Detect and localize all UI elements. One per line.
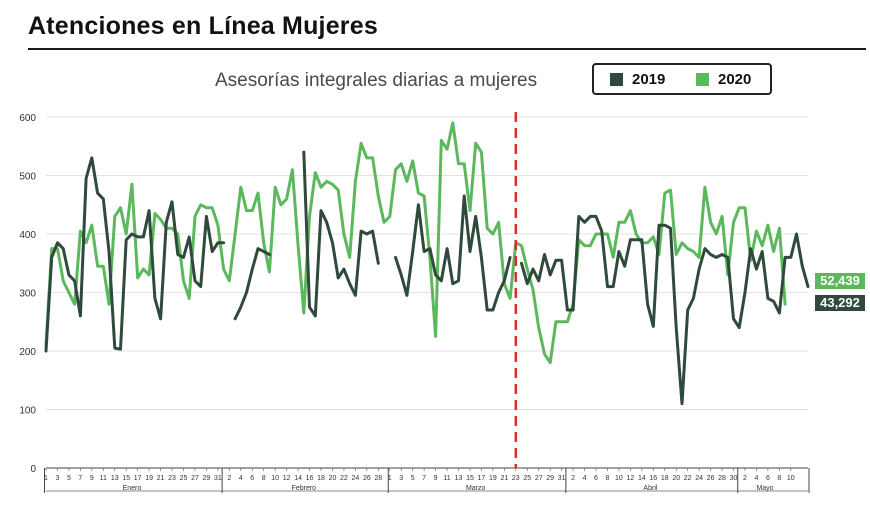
x-tick-label: 31	[558, 475, 566, 482]
x-tick-label: 10	[271, 475, 279, 482]
x-tick-label: 11	[100, 475, 107, 482]
legend-label-2019: 2019	[632, 71, 666, 88]
x-tick-label: 24	[351, 475, 359, 482]
x-tick-label: 22	[340, 475, 348, 482]
x-tick-label: 31	[214, 475, 222, 482]
x-tick-label: 15	[122, 475, 130, 482]
x-tick-label: 8	[777, 475, 781, 482]
x-tick-label: 17	[478, 475, 486, 482]
x-tick-label: 28	[374, 475, 382, 482]
x-tick-label: 6	[594, 475, 598, 482]
x-tick-label: 28	[718, 475, 726, 482]
x-tick-label: 3	[56, 475, 60, 482]
x-tick-label: 23	[512, 475, 520, 482]
x-tick-label: 19	[489, 475, 497, 482]
end-value-badge-2020: 52,439	[815, 273, 865, 289]
x-tick-label: 27	[535, 475, 543, 482]
x-tick-label: 18	[317, 475, 325, 482]
legend-swatch-2020	[696, 73, 709, 86]
x-tick-label: 7	[422, 475, 426, 482]
x-tick-label: 22	[684, 475, 692, 482]
y-tick-label: 200	[19, 347, 36, 358]
x-tick-label: 5	[67, 475, 71, 482]
x-tick-label: 4	[239, 475, 243, 482]
x-tick-label: 26	[363, 475, 371, 482]
y-tick-label: 400	[19, 230, 36, 241]
y-tick-label: 600	[19, 113, 36, 124]
end-value-badge-2019: 43,292	[815, 295, 865, 311]
x-tick-label: 14	[294, 475, 302, 482]
x-tick-label: 20	[329, 475, 337, 482]
x-tick-label: 6	[766, 475, 770, 482]
x-tick-label: 2	[571, 475, 575, 482]
month-label: Abril	[643, 485, 657, 492]
x-tick-label: 12	[626, 475, 634, 482]
x-tick-label: 4	[754, 475, 758, 482]
x-tick-label: 10	[787, 475, 795, 482]
x-tick-label: 15	[466, 475, 474, 482]
x-tick-label: 27	[191, 475, 199, 482]
y-tick-label: 300	[19, 289, 36, 300]
y-tick-label: 500	[19, 172, 36, 183]
legend-label-2020: 2020	[718, 71, 752, 88]
x-tick-label: 20	[672, 475, 680, 482]
x-tick-label: 2	[227, 475, 231, 482]
x-tick-label: 9	[90, 475, 94, 482]
x-tick-label: 3	[399, 475, 403, 482]
title-divider	[28, 48, 866, 50]
x-tick-label: 24	[695, 475, 703, 482]
x-tick-label: 13	[455, 475, 463, 482]
x-tick-label: 29	[546, 475, 554, 482]
x-tick-label: 1	[388, 475, 392, 482]
x-tick-label: 8	[606, 475, 610, 482]
month-label: Febrero	[292, 485, 317, 492]
y-tick-label: 0	[30, 464, 36, 475]
y-tick-label: 100	[19, 406, 36, 417]
x-tick-label: 16	[306, 475, 314, 482]
x-tick-label: 29	[203, 475, 211, 482]
x-tick-label: 11	[443, 475, 450, 482]
month-label: Marzo	[466, 485, 486, 492]
month-label: Mayo	[756, 485, 773, 492]
x-tick-label: 21	[157, 475, 165, 482]
x-tick-label: 25	[523, 475, 531, 482]
series-line-2020	[44, 121, 787, 365]
x-tick-label: 25	[180, 475, 188, 482]
series-line-2019	[44, 150, 810, 406]
x-tick-label: 18	[661, 475, 669, 482]
x-tick-label: 2	[743, 475, 747, 482]
x-tick-label: 19	[145, 475, 153, 482]
x-tick-label: 9	[434, 475, 438, 482]
x-tick-label: 12	[283, 475, 291, 482]
chart-legend: 2019 2020	[592, 63, 772, 95]
chart-title: Asesorías integrales diarias a mujeres	[215, 70, 538, 91]
x-tick-label: 10	[615, 475, 623, 482]
x-tick-label: 1	[44, 475, 48, 482]
x-tick-label: 23	[168, 475, 176, 482]
x-tick-label: 26	[707, 475, 715, 482]
legend-swatch-2019	[610, 73, 623, 86]
x-tick-label: 7	[78, 475, 82, 482]
x-tick-label: 17	[134, 475, 142, 482]
x-tick-label: 5	[411, 475, 415, 482]
month-label: Enero	[123, 485, 142, 492]
x-tick-label: 14	[638, 475, 646, 482]
x-tick-label: 8	[262, 475, 266, 482]
x-tick-label: 21	[500, 475, 508, 482]
x-tick-label: 16	[649, 475, 657, 482]
x-tick-label: 6	[250, 475, 254, 482]
x-tick-label: 30	[730, 475, 738, 482]
x-tick-label: 4	[583, 475, 587, 482]
x-tick-label: 13	[111, 475, 119, 482]
page-title: Atenciones en Línea Mujeres	[28, 12, 378, 40]
